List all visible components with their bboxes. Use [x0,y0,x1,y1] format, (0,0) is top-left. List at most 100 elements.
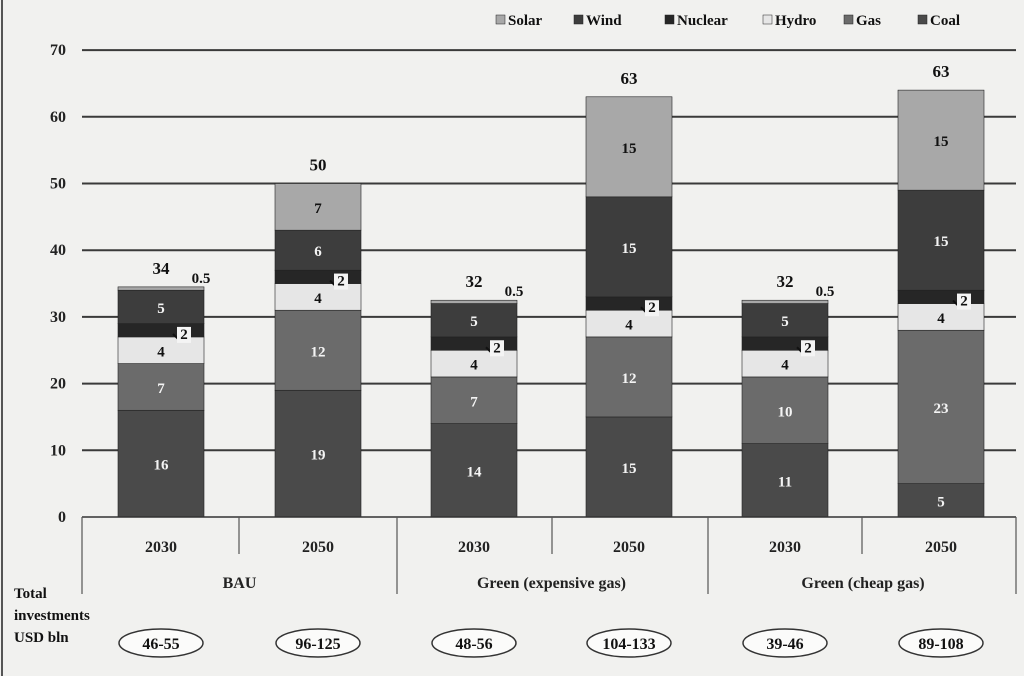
total-label: 32 [777,272,794,291]
y-tick-label: 0 [58,509,66,526]
legend-label: Gas [856,13,881,29]
legend-label: Solar [508,13,543,29]
investment-oval [898,628,984,658]
investment-value: 39-46 [766,636,803,653]
data-label: 0.5 [505,284,524,300]
legend-swatch-gas [843,14,854,25]
bar-segment-gas [897,329,985,484]
x-tick-label: 2050 [613,539,645,556]
nuclear-label-bg [334,273,348,290]
data-label: 4 [937,311,945,327]
nuclear-label-bg [177,326,191,343]
bar-segment-solar [897,89,985,191]
nuclear-label-bg [490,340,504,357]
total-investments-title: Total [14,586,47,602]
nuclear-label-bg [801,340,815,357]
data-label: 23 [934,401,949,417]
bar-segment-coal [430,423,518,518]
total-label: 50 [310,156,327,175]
total-investments-title: investments [14,608,90,624]
data-label: 4 [470,358,478,374]
y-tick-label: 10 [50,442,66,459]
bar-segment-solar [585,96,673,198]
investment-oval [742,628,828,658]
data-label: 11 [778,474,792,490]
investment-oval [275,628,361,658]
investment-oval [431,628,517,658]
data-label: 10 [778,404,793,420]
bars: 1674250.53419124267501474250.53215124215… [117,62,985,518]
bar-segment-wind [274,229,362,271]
bar-segment-coal [897,483,985,518]
legend-label: Wind [586,13,622,29]
data-label: 12 [311,344,326,360]
data-label: 15 [622,141,637,157]
bar-segment-gas [430,376,518,424]
data-label: 4 [314,291,322,307]
legend-swatch-solar [495,14,506,25]
investment-value: 48-56 [455,636,492,653]
legend-swatch-nuclear [664,14,675,25]
bar-segment-nuclear [430,336,518,351]
data-label: 0.5 [192,271,211,287]
nuclear-label-bg [957,293,971,310]
legend-label: Coal [930,13,960,29]
investment-oval [586,628,672,658]
bar-segment-wind [897,189,985,291]
data-label: 2 [493,340,501,356]
investment-value: 96-125 [295,636,340,653]
bar-segment-coal [274,389,362,518]
x-tick-label: 2030 [769,539,801,556]
bar-segment-wind [430,303,518,338]
data-label: 5 [781,314,789,330]
data-label: 7 [157,381,165,397]
data-label: 14 [467,464,483,480]
bar-segment-solar [430,299,518,304]
bar-segment-gas [585,336,673,418]
total-label: 63 [621,69,638,88]
total-investments-title: USD bln [14,630,69,646]
total-label: 63 [933,62,950,81]
investment-value: 46-55 [142,636,179,653]
data-label: 5 [470,314,478,330]
data-label: 15 [934,134,949,150]
total-investments: Total investments USD bln 46-55 96-125 48-56 1… [14,586,984,658]
bar-segment-coal [117,409,205,518]
x-tick-label: 2050 [925,539,957,556]
bar-segment-wind [741,303,829,338]
data-label: 2 [804,340,812,356]
y-tick-label: 60 [50,109,66,126]
legend-label: Nuclear [677,13,728,29]
y-tick-label: 40 [50,242,66,259]
data-label: 2 [180,327,188,343]
data-label: 2 [337,274,345,290]
bar-segment-gas [274,309,362,391]
group-label: Green (cheap gas) [801,575,924,592]
bar-segment-nuclear [897,289,985,304]
data-label: 5 [157,301,165,317]
data-label: 4 [781,358,789,374]
x-tick-label: 2030 [458,539,490,556]
data-label: 7 [470,394,478,410]
bar-segment-nuclear [117,323,205,338]
investment-value: 89-108 [918,636,963,653]
y-tick-label: 20 [50,376,66,393]
bar-segment-solar [117,286,205,291]
bar-segment-nuclear [741,336,829,351]
legend-label: Hydro [775,13,816,29]
bar-segment-gas [741,376,829,444]
group-label: Green (expensive gas) [477,575,626,592]
data-label: 15 [622,461,637,477]
x-tick-label: 2030 [145,539,177,556]
data-label: 2 [648,300,656,316]
legend: Solar Wind Nuclear Hydro Gas Coal [495,13,960,29]
bar-segment-wind [585,196,673,298]
bar-segment-nuclear [274,269,362,284]
bar-segment-coal [585,416,673,518]
legend-swatch-wind [573,14,584,25]
data-label: 15 [934,234,949,250]
x-tick-label: 2050 [302,539,334,556]
data-label: 2 [960,294,968,310]
